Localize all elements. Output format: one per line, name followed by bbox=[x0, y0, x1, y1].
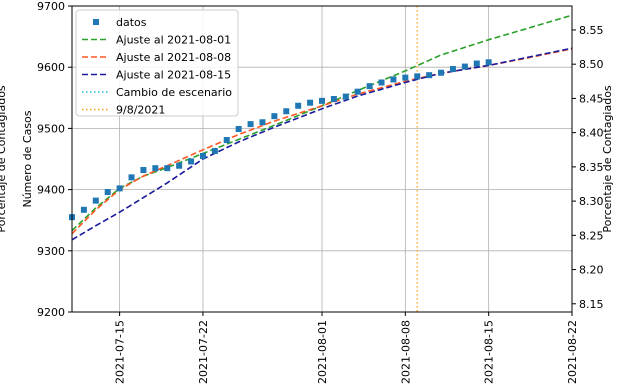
y-tick-label-9400: 9400 bbox=[37, 184, 65, 197]
data-point-2021-07-18 bbox=[152, 165, 159, 172]
data-point-2021-08-02 bbox=[330, 96, 337, 103]
data-point-2021-07-17 bbox=[140, 167, 147, 174]
data-point-2021-07-13 bbox=[92, 197, 99, 204]
legend-label-ajuste-al-2021-08-01: Ajuste al 2021-08-01 bbox=[116, 34, 231, 47]
x-tick-label-2021-07-15: 2021-07-15 bbox=[114, 320, 127, 384]
data-point-2021-08-01 bbox=[319, 97, 325, 104]
data-point-2021-07-23 bbox=[211, 148, 218, 155]
data-point-2021-07-15 bbox=[116, 185, 123, 192]
data-point-2021-08-14 bbox=[473, 60, 480, 67]
series-line-ajuste-al-2021-08-08 bbox=[71, 48, 573, 235]
y-right-tick-label-8-25: 8.25 bbox=[579, 229, 604, 242]
x-tick-label-2021-08-22: 2021-08-22 bbox=[566, 320, 579, 384]
legend-label-9-8-2021: 9/8/2021 bbox=[116, 104, 165, 117]
right-axis-ticks: 8.15 8.20 8.25 8.30 8.35 8.40 8.45 8.50 8.55 bbox=[572, 24, 604, 311]
legend: datos Ajuste al 2021-08-01 Ajuste al 2021-… bbox=[75, 9, 239, 117]
y-tick-label-9700: 9700 bbox=[37, 0, 65, 13]
fit-lines bbox=[71, 14, 573, 241]
data-point-2021-07-21 bbox=[188, 158, 195, 165]
left-axis-ticks: 9200 9300 9400 9500 9600 9700 bbox=[37, 0, 72, 319]
legend-label-ajuste-al-2021-08-08: Ajuste al 2021-08-08 bbox=[116, 51, 231, 64]
y-tick-label-9600: 9600 bbox=[37, 61, 65, 74]
x-tick-label-2021-08-01: 2021-08-01 bbox=[316, 320, 329, 384]
legend-label-datos: datos bbox=[116, 16, 147, 29]
data-markers bbox=[69, 59, 492, 221]
data-point-2021-07-25 bbox=[235, 126, 242, 133]
y-right-tick-label-8-40: 8.40 bbox=[579, 127, 604, 140]
data-point-2021-08-06 bbox=[378, 79, 385, 86]
y-axis-label: Número de Casos bbox=[21, 110, 34, 207]
y-axis-label-right: Porcentaje de Contagiados bbox=[601, 85, 614, 233]
data-point-2021-08-10 bbox=[426, 72, 433, 79]
y-tick-label-9500: 9500 bbox=[37, 122, 65, 135]
y-right-tick-label-8-45: 8.45 bbox=[579, 92, 604, 105]
legend-marker-datos bbox=[93, 19, 99, 25]
data-point-2021-07-20 bbox=[176, 162, 183, 169]
y-right-tick-label-8-50: 8.50 bbox=[579, 58, 604, 71]
data-point-2021-07-28 bbox=[271, 113, 278, 120]
data-point-2021-07-16 bbox=[128, 174, 135, 181]
data-point-2021-07-19 bbox=[164, 165, 171, 172]
data-point-2021-07-12 bbox=[80, 206, 87, 213]
y-tick-label-9300: 9300 bbox=[37, 245, 65, 258]
data-point-2021-08-03 bbox=[342, 93, 349, 100]
data-point-2021-08-08 bbox=[402, 74, 409, 81]
x-tick-label-2021-07-22: 2021-07-22 bbox=[197, 320, 210, 384]
x-tick-label-2021-08-15: 2021-08-15 bbox=[483, 320, 496, 384]
data-point-2021-08-13 bbox=[461, 63, 468, 70]
y-axis-label-outer: Porcentaje de Contagiados bbox=[0, 85, 8, 233]
data-point-2021-08-09 bbox=[414, 73, 421, 80]
series-line-ajuste-al-2021-08-15 bbox=[71, 47, 573, 241]
data-point-2021-08-07 bbox=[390, 76, 397, 83]
data-point-2021-07-22 bbox=[199, 152, 206, 159]
data-point-2021-08-11 bbox=[438, 69, 445, 76]
data-point-2021-07-30 bbox=[295, 102, 302, 109]
data-point-2021-08-05 bbox=[366, 83, 373, 90]
y-right-tick-label-8-15: 8.15 bbox=[579, 298, 604, 311]
data-point-2021-07-27 bbox=[259, 119, 266, 126]
y-right-tick-label-8-55: 8.55 bbox=[579, 24, 604, 37]
data-point-2021-07-24 bbox=[223, 137, 230, 144]
y-right-tick-label-8-20: 8.20 bbox=[579, 264, 604, 277]
legend-label-ajuste-al-2021-08-15: Ajuste al 2021-08-15 bbox=[116, 69, 231, 82]
data-point-2021-07-29 bbox=[283, 108, 290, 115]
legend-box bbox=[75, 9, 239, 117]
data-point-2021-07-26 bbox=[247, 121, 254, 128]
x-axis-ticks: 2021-07-15 2021-07-22 2021-08-01 2021-08-08… bbox=[114, 312, 579, 384]
legend-label-cambio-de-escenario: Cambio de escenario bbox=[116, 86, 232, 99]
y-tick-label-9200: 9200 bbox=[37, 306, 65, 319]
data-point-2021-08-15 bbox=[485, 59, 492, 66]
x-tick-label-2021-08-08: 2021-08-08 bbox=[399, 320, 412, 384]
data-point-2021-07-14 bbox=[104, 189, 111, 196]
y-right-tick-label-8-35: 8.35 bbox=[579, 161, 604, 174]
data-point-2021-07-31 bbox=[307, 99, 314, 106]
data-point-2021-08-04 bbox=[354, 88, 361, 95]
y-right-tick-label-8-30: 8.30 bbox=[579, 195, 604, 208]
data-point-2021-08-12 bbox=[449, 66, 456, 73]
